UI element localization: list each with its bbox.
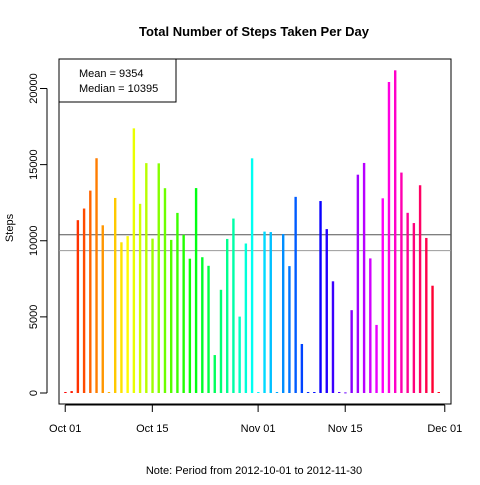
bar	[431, 285, 434, 393]
bar	[394, 70, 397, 393]
bar	[170, 239, 173, 393]
bar	[145, 163, 148, 393]
bar	[325, 229, 328, 393]
bar	[300, 343, 304, 393]
bar	[282, 234, 285, 393]
legend-box	[58, 58, 177, 103]
bar	[338, 392, 341, 393]
bar	[101, 225, 104, 393]
y-tick-label: 15000	[28, 149, 40, 180]
x-tick-label: Nov 01	[241, 423, 276, 435]
bar	[107, 392, 111, 393]
bar	[288, 266, 291, 393]
bar	[232, 218, 235, 393]
bar	[213, 355, 216, 393]
bar	[375, 324, 378, 393]
bar	[418, 185, 422, 393]
legend-median-text: Median = 10395	[79, 83, 158, 95]
bar	[138, 203, 142, 393]
legend: Mean = 9354 Median = 10395	[58, 58, 177, 103]
bar	[176, 212, 179, 393]
bar	[257, 392, 260, 393]
bars	[64, 70, 440, 394]
bar	[381, 198, 384, 393]
bar	[182, 234, 185, 393]
chart-note: Note: Period from 2012-10-01 to 2012-11-…	[146, 465, 362, 477]
bar	[201, 257, 204, 393]
bar	[126, 236, 129, 393]
bar	[400, 172, 403, 393]
bar	[362, 162, 366, 393]
bar	[406, 212, 409, 393]
bar	[331, 281, 335, 393]
bar	[219, 289, 223, 393]
x-tick-label: Nov 15	[328, 423, 363, 435]
legend-mean-text: Mean = 9354	[79, 68, 144, 80]
bar	[350, 310, 353, 393]
bar	[250, 158, 254, 393]
bar	[95, 158, 98, 393]
bar	[294, 196, 297, 393]
bar	[132, 128, 136, 393]
reference-lines	[59, 234, 451, 252]
y-tick-label: 5000	[28, 305, 40, 329]
bar	[263, 231, 266, 393]
bar	[64, 392, 67, 393]
x-axis: Oct 01 Oct 15 Nov 01 Nov 15 Dec 01	[49, 404, 462, 435]
bar	[387, 81, 391, 393]
bar	[194, 188, 198, 393]
bar	[207, 265, 210, 393]
bar	[306, 392, 310, 393]
plot-frame	[58, 58, 452, 405]
bar	[226, 238, 229, 393]
bar	[70, 391, 73, 393]
bar	[120, 242, 123, 393]
bar	[82, 208, 86, 393]
bar	[356, 174, 360, 393]
y-tick-label: 10000	[28, 225, 40, 256]
y-tick-label: 0	[28, 390, 40, 396]
bar	[437, 392, 440, 393]
x-tick-label: Dec 01	[427, 423, 462, 435]
bar	[369, 258, 372, 393]
bar	[425, 237, 428, 393]
bar	[151, 238, 154, 393]
bar	[275, 392, 279, 393]
bar	[244, 243, 248, 393]
bar	[188, 258, 192, 393]
bar	[114, 197, 117, 393]
bar	[319, 201, 322, 393]
y-axis-label: Steps	[4, 213, 16, 242]
x-tick-label: Oct 15	[136, 423, 168, 435]
bar	[344, 392, 347, 394]
bar	[157, 163, 160, 393]
bar	[163, 188, 167, 393]
bar	[313, 392, 316, 393]
bar	[76, 220, 80, 393]
bar	[269, 232, 272, 393]
chart-title: Total Number of Steps Taken Per Day	[139, 24, 370, 39]
bar	[412, 223, 416, 393]
y-axis: 0 5000 10000 15000 20000	[28, 73, 48, 396]
x-tick-label: Oct 01	[49, 423, 81, 435]
y-tick-label: 20000	[28, 73, 40, 104]
bar	[89, 190, 92, 393]
bar	[238, 316, 241, 393]
